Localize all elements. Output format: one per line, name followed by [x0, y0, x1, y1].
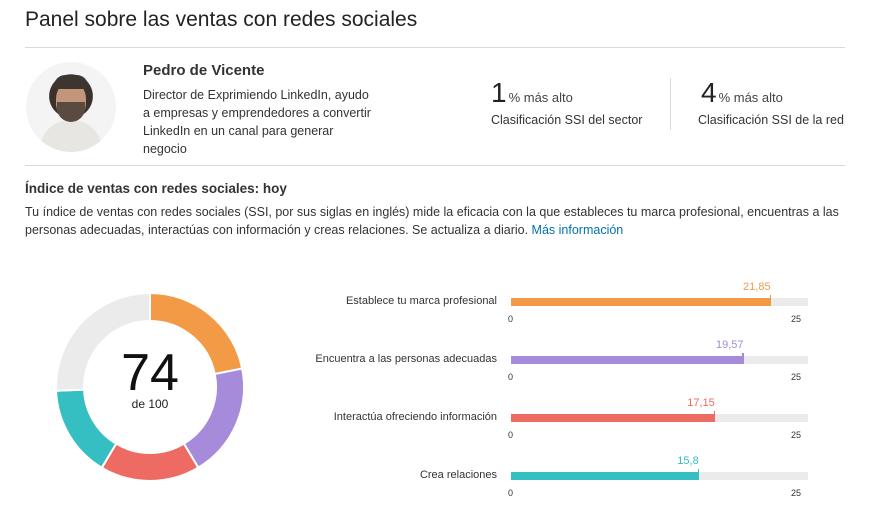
ssi-description-text: Tu índice de ventas con redes sociales (…: [25, 205, 839, 237]
divider-top: [25, 47, 845, 48]
bar-track-1: [511, 295, 808, 306]
bar-track-4: [511, 469, 808, 480]
bar-axis-max-1: 25: [791, 314, 802, 324]
bar-fill-1: [511, 298, 771, 306]
bar-value-2: 19,57: [715, 339, 744, 351]
bar-axis-max-3: 25: [791, 430, 802, 440]
bar-label-2: Encuentra a las personas adecuadas: [315, 353, 497, 365]
bar-label-1: Establece tu marca profesional: [345, 295, 497, 307]
bar-axis-max-2: 25: [791, 372, 802, 382]
ssi-score-value: 74: [121, 344, 179, 402]
donut-slice-remainder: [55, 292, 151, 392]
bar-label-4: Crea relaciones: [419, 469, 497, 481]
bar-value-1: 21,85: [743, 281, 771, 293]
bar-axis-max-4: 25: [791, 488, 802, 498]
bar-fill-3: [511, 414, 715, 422]
bar-axis-min-4: 0: [508, 488, 514, 498]
ssi-description: Tu índice de ventas con redes sociales (…: [25, 203, 845, 239]
bar-track-2: [511, 353, 808, 364]
profile-name[interactable]: Pedro de Vicente: [143, 62, 265, 79]
more-info-link[interactable]: Más información: [531, 223, 624, 237]
bar-marker-3: [713, 411, 716, 422]
bar-axis-min-1: 0: [508, 314, 514, 324]
ssi-donut-chart: [55, 292, 245, 482]
bar-value-4: 15,8: [677, 455, 699, 467]
stats-divider: [670, 78, 671, 130]
avatar[interactable]: [26, 62, 116, 152]
bar-fill-4: [511, 472, 699, 480]
stat-network-rank: 4% más alto Clasificación SSI de la red: [698, 77, 844, 127]
bar-track-3: [511, 411, 808, 422]
stat-sector-rank: 1% más alto Clasificación SSI del sector: [491, 77, 642, 127]
bar-label-3: Interactúa ofreciendo información: [333, 411, 497, 423]
donut-slice-3: [100, 442, 200, 482]
bar-marker-1: [769, 295, 772, 306]
bar-value-3: 17,15: [687, 397, 715, 409]
stat-network-value: 4: [701, 77, 717, 108]
page-title: Panel sobre las ventas con redes sociale…: [25, 8, 418, 31]
bar-axis-min-3: 0: [508, 430, 514, 440]
bar-marker-2: [742, 353, 744, 364]
stat-sector-label: Clasificación SSI del sector: [491, 113, 643, 127]
profile-headline: Director de Exprimiendo LinkedIn, ayudo …: [143, 88, 371, 156]
ssi-score-of: de 100: [131, 397, 169, 411]
stat-network-label: Clasificación SSI de la red: [698, 113, 844, 127]
divider-middle: [25, 165, 845, 166]
bar-marker-4: [697, 469, 700, 480]
section-title: Índice de ventas con redes sociales: hoy: [25, 181, 287, 196]
stat-network-suffix: % más alto: [718, 90, 783, 105]
stat-sector-value: 1: [491, 77, 507, 108]
bar-fill-2: [511, 356, 744, 364]
ssi-score: 74 de 100: [55, 345, 245, 411]
bar-axis-min-2: 0: [508, 372, 514, 382]
stat-sector-suffix: % más alto: [508, 90, 573, 105]
